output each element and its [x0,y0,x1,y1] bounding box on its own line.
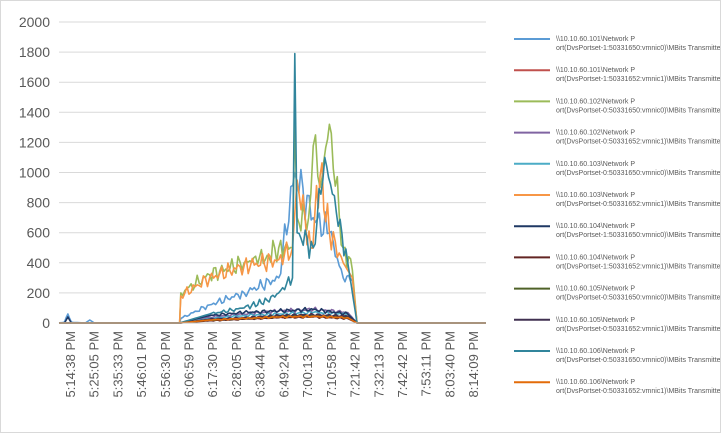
x-tick-label: 5:56:30 PM [158,331,173,398]
x-tick-label: 7:21:42 PM [348,331,363,398]
x-tick-label: 6:17:30 PM [205,331,220,398]
x-tick-label: 7:00:13 PM [300,331,315,398]
y-tick-label: 400 [27,255,51,271]
y-tick-label: 600 [27,225,51,241]
x-tick-label: 6:28:05 PM [229,331,244,398]
x-tick-label: 7:53:11 PM [419,331,434,397]
x-tick-label: 7:42:42 PM [395,331,410,398]
y-tick-label: 0 [42,315,50,331]
x-tick-label: 8:03:40 PM [442,331,457,398]
y-tick-label: 1200 [19,134,50,150]
y-tick-label: 1600 [19,74,50,90]
x-tick-label: 5:35:33 PM [110,331,125,398]
y-tick-label: 200 [27,285,51,301]
x-tick-label: 8:14:09 PM [466,331,481,398]
x-tick-label: 5:25:05 PM [87,331,102,398]
y-tick-label: 1000 [19,165,50,181]
gridlines [59,21,486,294]
x-tick-label: 7:32:13 PM [371,331,386,398]
y-tick-label: 1400 [19,104,50,120]
y-axis-tick-labels: 0 200 400 600 800 1000 1200 1400 1600 1800 2000 [19,14,50,331]
x-axis-tick-labels: 5:14:38 PM 5:25:05 PM 5:35:33 PM 5:46:01 PM… [63,331,481,398]
y-tick-label: 2000 [19,14,50,30]
x-tick-label: 5:46:01 PM [134,331,149,398]
x-tick-label: 6:06:59 PM [181,331,196,398]
y-tick-label: 800 [27,195,51,211]
series-line [59,52,486,324]
series-line [59,314,486,324]
x-tick-label: 6:38:44 PM [253,331,268,398]
y-tick-label: 1800 [19,44,50,60]
x-tick-label: 7:10:58 PM [324,331,339,398]
x-tick-label: 5:14:38 PM [63,331,78,398]
series-lines [58,52,486,324]
x-tick-label: 6:49:24 PM [276,331,291,398]
